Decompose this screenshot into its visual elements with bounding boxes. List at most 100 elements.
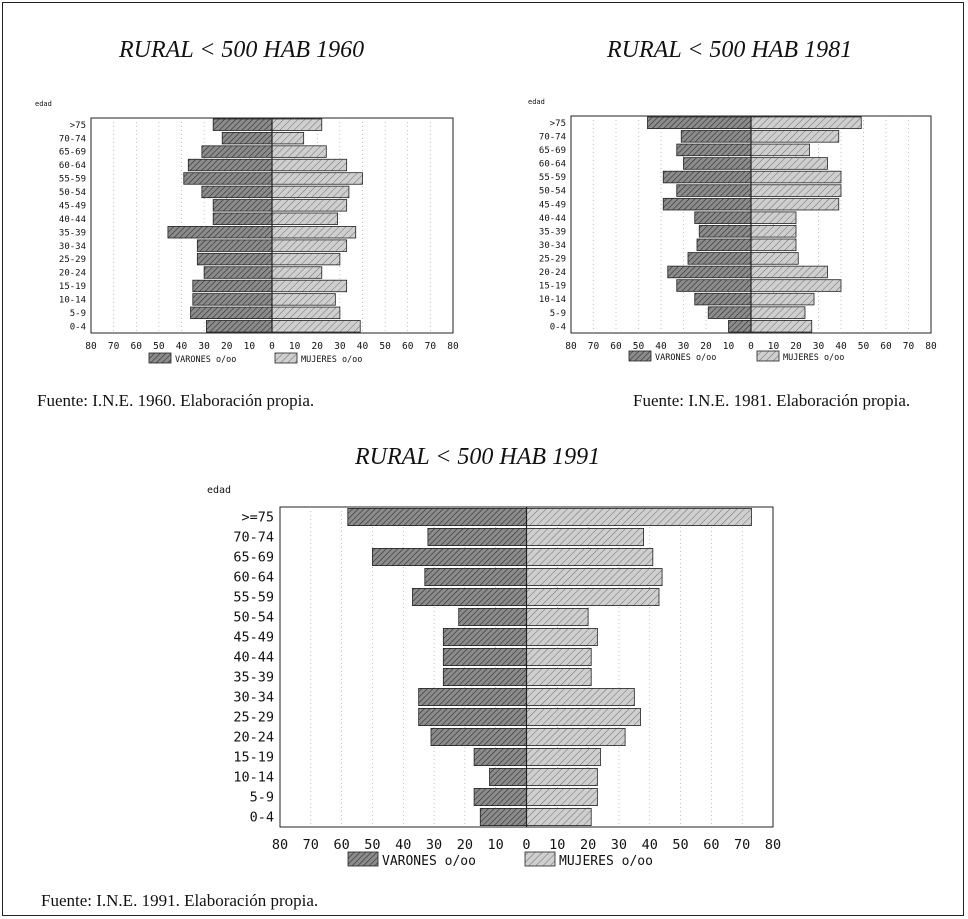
age-tick-label: 10-14 bbox=[233, 770, 274, 786]
x-tick-label: 50 bbox=[379, 341, 391, 352]
age-tick-label: 50-54 bbox=[59, 188, 86, 198]
bar-male-0-4 bbox=[205, 320, 273, 333]
x-tick-label: 60 bbox=[703, 837, 719, 853]
bar-male-5-9 bbox=[707, 306, 752, 319]
x-tick-label: 80 bbox=[447, 341, 459, 352]
age-tick-label: 20-24 bbox=[233, 730, 274, 746]
x-tick-label: 50 bbox=[858, 341, 870, 352]
bar-female-0-4 bbox=[750, 319, 813, 333]
x-tick-label: 20 bbox=[457, 837, 473, 853]
bar-male-50-54 bbox=[676, 184, 752, 197]
x-tick-label: 30 bbox=[813, 341, 825, 352]
bar-female-60-64 bbox=[750, 157, 828, 170]
age-tick-label: 30-34 bbox=[233, 690, 274, 706]
age-tick-label: 40-44 bbox=[233, 650, 274, 666]
x-tick-label: 20 bbox=[790, 341, 802, 352]
age-tick-label: 30-34 bbox=[539, 241, 566, 251]
age-tick-label: 45-49 bbox=[233, 630, 274, 646]
bar-female-35-39 bbox=[526, 667, 592, 686]
x-tick-label: 0 bbox=[748, 341, 754, 352]
x-tick-label: 50 bbox=[633, 341, 645, 352]
bar-male-35-39 bbox=[442, 667, 527, 686]
bar-female-20-24 bbox=[526, 727, 626, 746]
source-note-1960: Fuente: I.N.E. 1960. Elaboración propia. bbox=[37, 391, 315, 410]
age-tick-label: 50-54 bbox=[539, 187, 566, 197]
bar-female-35-39 bbox=[750, 225, 797, 238]
bar-female-55-59 bbox=[271, 172, 363, 185]
x-tick-label: 60 bbox=[402, 341, 414, 352]
legend-swatch-males bbox=[347, 851, 379, 867]
age-tick-label: 15-19 bbox=[59, 282, 86, 292]
pyramid-chart-1991: edad >=75 70-74 65-69 60-64 55-59 50-54 45-49 40… bbox=[207, 485, 781, 869]
x-tick-label: 60 bbox=[131, 341, 143, 352]
bar-male-30-34 bbox=[696, 238, 752, 252]
age-tick-label: 65-69 bbox=[233, 550, 274, 566]
bar-female-55-59 bbox=[526, 588, 660, 607]
bar-male-40-44 bbox=[442, 647, 527, 666]
age-tick-label: 70-74 bbox=[539, 132, 566, 142]
age-tick-label: 15-19 bbox=[539, 282, 566, 292]
legend-label-females: MUJERES o/oo bbox=[301, 355, 362, 365]
bar-female-40-44 bbox=[271, 212, 339, 225]
x-tick-label: 70 bbox=[303, 837, 319, 853]
source-note-1991: Fuente: I.N.E. 1991. Elaboración propia. bbox=[41, 891, 319, 910]
legend-swatch-females bbox=[524, 851, 556, 867]
x-tick-label: 0 bbox=[269, 341, 275, 352]
x-tick-label: 40 bbox=[395, 837, 411, 853]
x-tick-label: 60 bbox=[333, 837, 349, 853]
bar-male-70-74 bbox=[680, 130, 752, 143]
bar-male-60-64 bbox=[424, 568, 527, 587]
x-tick-label: 40 bbox=[655, 341, 667, 352]
x-tick-label: 30 bbox=[198, 341, 210, 352]
age-tick-label: >75 bbox=[70, 121, 86, 131]
age-tick-label: 10-14 bbox=[59, 296, 86, 306]
age-tick-label: 5-9 bbox=[550, 309, 566, 319]
x-tick-label: 70 bbox=[903, 341, 915, 352]
bar-female-70-74 bbox=[750, 130, 840, 143]
x-tick-label: 40 bbox=[642, 837, 658, 853]
bar-female-50-54 bbox=[750, 184, 842, 197]
age-tick-label: 35-39 bbox=[233, 670, 274, 686]
bar-male-5-9 bbox=[190, 306, 273, 320]
bar-male-25-29 bbox=[418, 707, 527, 726]
bar-female-5-9 bbox=[526, 787, 598, 806]
age-tick-label: 20-24 bbox=[59, 269, 86, 279]
bar-female-15-19 bbox=[750, 279, 842, 292]
age-tick-label: 40-44 bbox=[539, 214, 566, 224]
x-tick-label: 20 bbox=[312, 341, 324, 352]
axis-label-edad: edad bbox=[528, 98, 545, 106]
age-tick-label: 55-59 bbox=[233, 590, 274, 606]
legend-swatch-males bbox=[628, 350, 652, 362]
bar-male-20-24 bbox=[430, 727, 527, 746]
bar-female-55-59 bbox=[750, 170, 842, 184]
bar-male-10-14 bbox=[192, 293, 273, 306]
bar-male-55-59 bbox=[412, 588, 527, 607]
bar-female-65-69 bbox=[271, 145, 327, 158]
x-tick-label: 60 bbox=[610, 341, 622, 352]
bar-male-55-59 bbox=[183, 172, 273, 185]
bar-female-45-49 bbox=[526, 627, 598, 646]
legend-swatch-males bbox=[148, 352, 172, 364]
bar-female-20-24 bbox=[271, 266, 323, 279]
age-tick-label: 60-64 bbox=[539, 160, 566, 170]
age-tick-label: 60-64 bbox=[59, 161, 86, 171]
x-tick-label: 50 bbox=[364, 837, 380, 853]
legend-label-males: VARONES o/oo bbox=[175, 355, 236, 365]
age-tick-label: 40-44 bbox=[59, 215, 86, 225]
age-tick-label: 55-59 bbox=[59, 175, 86, 185]
x-tick-label: 10 bbox=[289, 341, 301, 352]
x-tick-label: 80 bbox=[765, 837, 781, 853]
bar-female-5-9 bbox=[750, 306, 806, 319]
chart-title-1991: RURAL < 500 HAB 1991 bbox=[355, 444, 601, 470]
chart-title-1981: RURAL < 500 HAB 1981 bbox=[607, 37, 853, 63]
age-tick-label: >=75 bbox=[241, 510, 274, 526]
x-tick-label: 70 bbox=[108, 341, 120, 352]
bar-female-45-49 bbox=[271, 199, 348, 212]
bar-male-30-34 bbox=[418, 687, 527, 706]
bar-male-55-59 bbox=[662, 170, 752, 184]
x-tick-label: 30 bbox=[334, 341, 346, 352]
age-tick-label: 0-4 bbox=[250, 810, 274, 826]
age-tick-label: 5-9 bbox=[250, 790, 274, 806]
bar-female-45-49 bbox=[750, 197, 840, 211]
